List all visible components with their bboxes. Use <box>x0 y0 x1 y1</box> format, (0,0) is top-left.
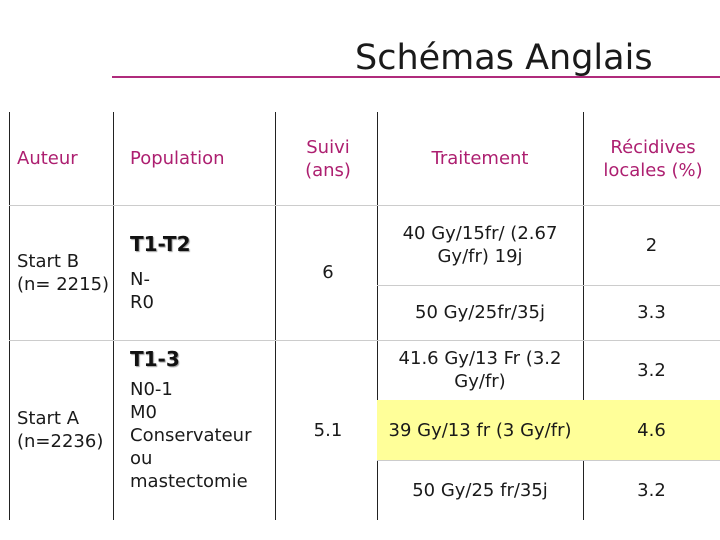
column-divider <box>113 112 114 520</box>
recurrence-cell: 3.2 <box>637 479 666 501</box>
table-border-left <box>9 112 10 520</box>
recurrence-cell: 3.3 <box>637 302 666 323</box>
population-subtitle: T1-T2 <box>130 232 191 256</box>
treatment-cell: 50 Gy/25 fr/35j <box>412 479 548 501</box>
treatment-cell: 40 Gy/15fr/ (2.67 Gy/fr) 19j <box>402 223 558 267</box>
population-cell: N- R0 <box>130 269 154 313</box>
treatment-cell-highlighted: 39 Gy/13 fr (3 Gy/fr) <box>388 419 572 441</box>
author-cell: Start A (n=2236) <box>17 408 104 452</box>
followup-cell: 6 <box>322 262 334 283</box>
slide-title: Schémas Anglais <box>355 38 653 78</box>
title-underline <box>112 76 720 78</box>
header-followup: Suivi (ans) <box>305 136 351 181</box>
row-divider <box>377 285 720 286</box>
row-divider <box>9 340 720 341</box>
header-recurrence: Récidives locales (%) <box>603 136 703 181</box>
row-divider <box>377 460 720 461</box>
header-population: Population <box>130 148 225 169</box>
column-divider <box>377 112 378 520</box>
population-subtitle: T1-3 <box>130 347 180 371</box>
followup-cell: 5.1 <box>313 419 343 441</box>
author-cell: Start B (n= 2215) <box>17 250 110 295</box>
recurrence-cell-highlighted: 4.6 <box>637 419 666 441</box>
recurrence-cell: 3.2 <box>637 359 666 381</box>
population-cell: N0-1 M0 Conservateur ou mastectomie <box>130 379 252 492</box>
recurrence-cell: 2 <box>645 234 658 256</box>
highlighted-row <box>377 400 720 460</box>
header-treatment: Traitement <box>431 148 529 169</box>
treatment-cell: 50 Gy/25fr/35j <box>415 302 545 323</box>
column-divider <box>275 112 276 520</box>
header-author: Auteur <box>17 148 78 169</box>
row-divider <box>9 205 720 206</box>
treatment-cell: 41.6 Gy/13 Fr (3.2 Gy/fr) <box>398 348 562 392</box>
column-divider <box>583 112 584 520</box>
